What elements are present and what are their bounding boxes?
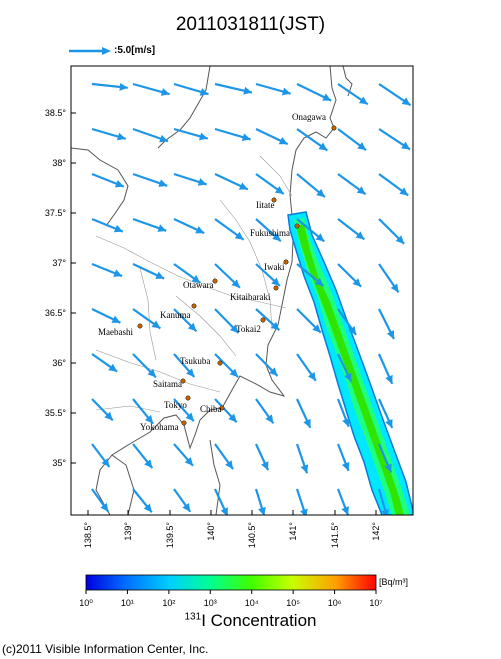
city-marker bbox=[260, 317, 266, 323]
city-marker bbox=[271, 197, 277, 203]
city-label: Fukushima bbox=[250, 228, 290, 238]
map-title: 2011031811(JST) bbox=[175, 14, 326, 35]
latitude-tick-label: 37° bbox=[52, 258, 66, 268]
coastline bbox=[71, 66, 353, 515]
city-marker bbox=[273, 285, 279, 291]
city-label: Yokohama bbox=[140, 422, 179, 432]
city-marker bbox=[137, 323, 143, 329]
city-marker bbox=[191, 303, 197, 309]
concentration-plume bbox=[287, 211, 413, 515]
latitude-tick-label: 36° bbox=[52, 358, 66, 368]
longitude-tick-label: 141.5° bbox=[330, 522, 340, 549]
colorbar-title-text: I Concentration bbox=[201, 611, 317, 630]
longitude-tick-label: 142° bbox=[371, 522, 381, 541]
longitude-tick-label: 140° bbox=[206, 522, 216, 541]
city-marker bbox=[331, 125, 337, 131]
map-frame bbox=[70, 65, 414, 516]
city-marker bbox=[283, 259, 289, 265]
city-label: Tokyo bbox=[164, 400, 187, 410]
latitude-tick-label: 38° bbox=[52, 158, 66, 168]
longitude-tick-label: 139.5° bbox=[165, 522, 175, 549]
colorbar: 10⁰ 10¹ 10² 10³ 10⁴ 10⁵ 10⁶ 10⁷ [Bq/m³] bbox=[79, 574, 408, 608]
latitude-tick-label: 35° bbox=[52, 458, 66, 468]
colorbar-tick-label: 10² bbox=[162, 598, 175, 608]
colorbar-tick-label: 10¹ bbox=[121, 598, 134, 608]
colorbar-title: 131I Concentration bbox=[0, 611, 501, 631]
city-label: Chiba bbox=[200, 404, 222, 414]
city-marker bbox=[180, 378, 186, 384]
city-marker bbox=[212, 278, 218, 284]
prefecture-borders bbox=[95, 155, 293, 413]
colorbar-tick-label: 10⁶ bbox=[328, 598, 342, 608]
city-markers: Onagawa Iitate Fukushima Iwaki Otawara Kitaib… bbox=[98, 112, 337, 432]
city-label: Iwaki bbox=[264, 262, 285, 272]
colorbar-tick-label: 10⁴ bbox=[245, 598, 259, 608]
colorbar-tick-label: 10³ bbox=[204, 598, 217, 608]
latitude-tick-label: 38.5° bbox=[45, 108, 67, 118]
city-label: Kitaibaraki bbox=[230, 292, 271, 302]
city-label: Tokai2 bbox=[236, 324, 261, 334]
wind-vectors bbox=[91, 82, 412, 515]
longitude-axis: 138.5° 139° 139.5° 140° 140.5° 141° 141.5° 142° bbox=[83, 510, 381, 548]
colorbar-tick-label: 10⁷ bbox=[369, 598, 382, 608]
latitude-axis: 38.5° 38° 37.5° 37° 36.5° 36° 35.5° 35° bbox=[45, 108, 76, 468]
city-label: Tsukuba bbox=[180, 356, 210, 366]
city-marker bbox=[294, 223, 300, 229]
longitude-tick-label: 141° bbox=[288, 522, 298, 541]
latitude-tick-label: 37.5° bbox=[45, 208, 67, 218]
longitude-tick-label: 138.5° bbox=[83, 522, 93, 549]
colorbar-tick-label: 10⁰ bbox=[79, 598, 93, 608]
city-label: Kanuma bbox=[160, 310, 191, 320]
longitude-tick-label: 140.5° bbox=[247, 522, 257, 549]
longitude-tick-label: 139° bbox=[123, 522, 133, 541]
latitude-tick-label: 36.5° bbox=[45, 308, 67, 318]
city-label: Maebashi bbox=[98, 327, 133, 337]
vector-legend: :5.0[m/s] bbox=[68, 45, 155, 59]
isotope-mass-number: 131 bbox=[184, 611, 202, 623]
copyright-credit: (c)2011 Visible Information Center, Inc. bbox=[2, 642, 209, 656]
city-marker bbox=[219, 405, 225, 411]
vector-legend-label: :5.0[m/s] bbox=[114, 45, 156, 56]
city-label: Onagawa bbox=[292, 112, 326, 122]
latitude-tick-label: 35.5° bbox=[45, 408, 67, 418]
colorbar-unit: [Bq/m³] bbox=[379, 577, 408, 587]
city-marker bbox=[181, 420, 187, 426]
city-marker bbox=[217, 360, 223, 366]
colorbar-tick-label: 10⁵ bbox=[286, 598, 300, 608]
city-label: Saitama bbox=[153, 379, 182, 389]
city-marker bbox=[185, 395, 191, 401]
city-label: Otawara bbox=[183, 280, 213, 290]
city-label: Iitate bbox=[256, 200, 275, 210]
vector-legend-arrow-icon bbox=[69, 47, 111, 55]
